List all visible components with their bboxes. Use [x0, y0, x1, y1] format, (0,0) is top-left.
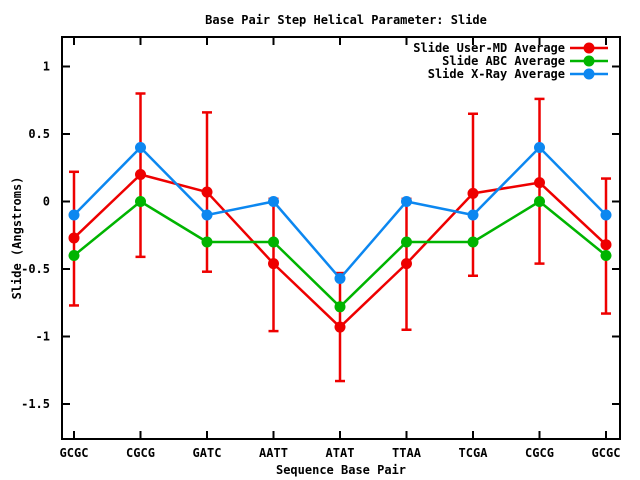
data-point-slide-abc-average [401, 236, 412, 248]
legend-marker-slide-abc-average [583, 55, 595, 67]
legend-label-slide-x-ray-average: Slide X-Ray Average [428, 67, 565, 81]
data-point-slide-x-ray-average [334, 272, 346, 284]
y-tick-label: 1 [43, 60, 50, 74]
y-tick-label: 0 [43, 195, 50, 209]
data-point-slide-abc-average [534, 196, 545, 207]
chart-title: Base Pair Step Helical Parameter: Slide [205, 13, 487, 27]
data-point-slide-abc-average [467, 236, 479, 248]
data-point-slide-user-md-average [268, 258, 279, 270]
data-point-slide-user-md-average [201, 186, 213, 198]
x-category-label: GATC [193, 446, 222, 460]
data-point-slide-x-ray-average [467, 209, 479, 221]
data-point-slide-x-ray-average [401, 196, 412, 207]
data-point-slide-abc-average [68, 250, 80, 261]
plot-border [61, 36, 621, 440]
data-point-slide-abc-average [334, 301, 346, 313]
data-point-slide-abc-average [600, 250, 612, 261]
y-tick-label: -0.5 [21, 262, 50, 276]
data-point-slide-x-ray-average [135, 142, 146, 153]
y-tick-label: 0.5 [28, 127, 50, 141]
x-category-label: GCGC [592, 446, 621, 460]
data-point-slide-user-md-average [68, 232, 80, 244]
data-point-slide-x-ray-average [201, 209, 213, 221]
x-category-label: AATT [259, 446, 288, 460]
data-point-slide-x-ray-average [68, 209, 80, 221]
data-point-slide-x-ray-average [534, 142, 545, 153]
y-tick-label: -1.5 [21, 397, 50, 411]
legend-label-slide-user-md-average: Slide User-MD Average [413, 41, 565, 55]
data-point-slide-abc-average [201, 236, 213, 248]
data-point-slide-user-md-average [401, 258, 412, 270]
x-category-label: CGCG [126, 446, 155, 460]
series-line-slide-x-ray-average [73, 146, 607, 280]
legend-marker-slide-x-ray-average [583, 68, 595, 80]
legend-marker-slide-user-md-average [583, 42, 595, 54]
data-point-slide-abc-average [135, 196, 146, 207]
x-category-label: ATAT [326, 446, 355, 460]
data-point-slide-user-md-average [135, 169, 146, 180]
x-category-label: TTAA [392, 446, 422, 460]
x-axis-title: Sequence Base Pair [275, 463, 407, 477]
data-point-slide-x-ray-average [600, 209, 612, 221]
data-point-slide-user-md-average [600, 239, 612, 251]
legend-label-slide-abc-average: Slide ABC Average [442, 54, 565, 68]
data-point-slide-user-md-average [467, 187, 479, 199]
data-point-slide-x-ray-average [268, 196, 279, 207]
data-point-slide-abc-average [268, 236, 279, 248]
x-category-label: GCGC [60, 446, 89, 460]
x-category-label: CGCG [525, 446, 554, 460]
data-point-slide-user-md-average [334, 321, 346, 333]
y-tick-label: -1 [36, 330, 50, 344]
data-point-slide-user-md-average [534, 177, 545, 189]
x-category-label: TCGA [459, 446, 489, 460]
